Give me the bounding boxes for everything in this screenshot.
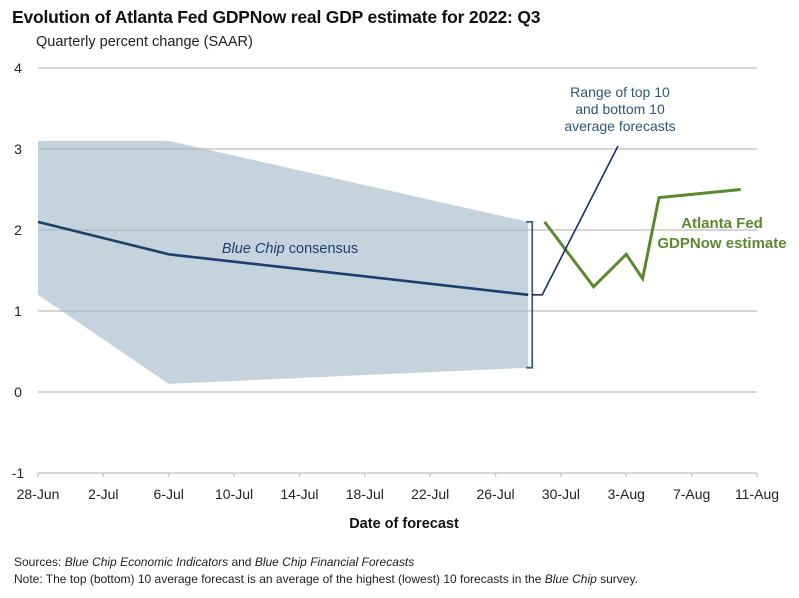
gdpnow-estimate-line [543, 188, 741, 289]
x-tick-label: 2-Jul [88, 486, 118, 502]
sources-mid: and [228, 555, 255, 569]
x-tick-label: 11-Aug [735, 486, 779, 502]
y-axis-ticks: -1 0 1 2 3 4 [12, 60, 25, 481]
x-tick-label: 22-Jul [411, 486, 449, 502]
note-label: Note: [14, 572, 43, 586]
series-lines [37, 188, 741, 297]
gdpnow-label-line: Atlanta Fed [681, 215, 763, 232]
note-line: Note: The top (bottom) 10 average foreca… [14, 572, 638, 586]
x-tick-label: 6-Jul [154, 486, 184, 502]
chart-svg: -1 0 1 2 3 4 28-Jun 2-Jul 6-Jul 10-Jul 14-Jul 18-J… [12, 60, 787, 532]
sources-italic-2: Blue Chip Financial Forecasts [254, 555, 415, 569]
x-tick-label: 28-Jun [17, 486, 60, 502]
x-axis-title: Date of forecast [349, 516, 459, 532]
range-label-line: and bottom 10 [575, 101, 665, 117]
note-text: The top (bottom) 10 average forecast is … [42, 572, 545, 586]
x-axis: 28-Jun 2-Jul 6-Jul 10-Jul 14-Jul 18-Jul 22-Jul… [17, 472, 779, 502]
sources-label: Sources: [14, 555, 62, 569]
x-tick-label: 14-Jul [280, 486, 318, 502]
range-label-line: average forecasts [564, 118, 675, 134]
chart-title: Evolution of Atlanta Fed GDPNow real GDP… [12, 7, 541, 27]
chart-subtitle: Quarterly percent change (SAAR) [36, 34, 253, 50]
x-tick-label: 3-Aug [608, 486, 645, 502]
x-tick-label: 26-Jul [476, 486, 514, 502]
x-tick-label: 18-Jul [346, 486, 384, 502]
forecast-range-band [38, 140, 529, 384]
range-label-line: Range of top 10 [570, 84, 670, 100]
bluechip-label: Blue Chip consensus [222, 241, 358, 257]
gdpnow-label-line: GDPNow estimate [657, 235, 786, 252]
sources-line: Sources: Blue Chip Economic Indicators a… [14, 555, 414, 569]
y-tick-label: 4 [14, 60, 22, 76]
range-leader-line [532, 145, 619, 296]
y-tick-label: 3 [14, 141, 22, 157]
bluechip-consensus-line [37, 220, 529, 297]
x-tick-label: 30-Jul [542, 486, 580, 502]
x-tick-label: 10-Jul [215, 486, 253, 502]
x-tick-label: 7-Aug [673, 486, 710, 502]
bluechip-label-italic: Blue Chip [222, 241, 285, 257]
note-end: survey. [596, 572, 638, 586]
note-italic: Blue Chip [544, 572, 597, 586]
range-bracket [526, 221, 534, 369]
y-tick-label: 2 [14, 222, 22, 238]
sources-italic-1: Blue Chip Economic Indicators [64, 555, 229, 569]
y-tick-label: -1 [12, 465, 25, 481]
y-tick-label: 1 [14, 303, 22, 319]
y-tick-label: 0 [14, 384, 22, 400]
bluechip-label-rest: consensus [285, 241, 358, 257]
